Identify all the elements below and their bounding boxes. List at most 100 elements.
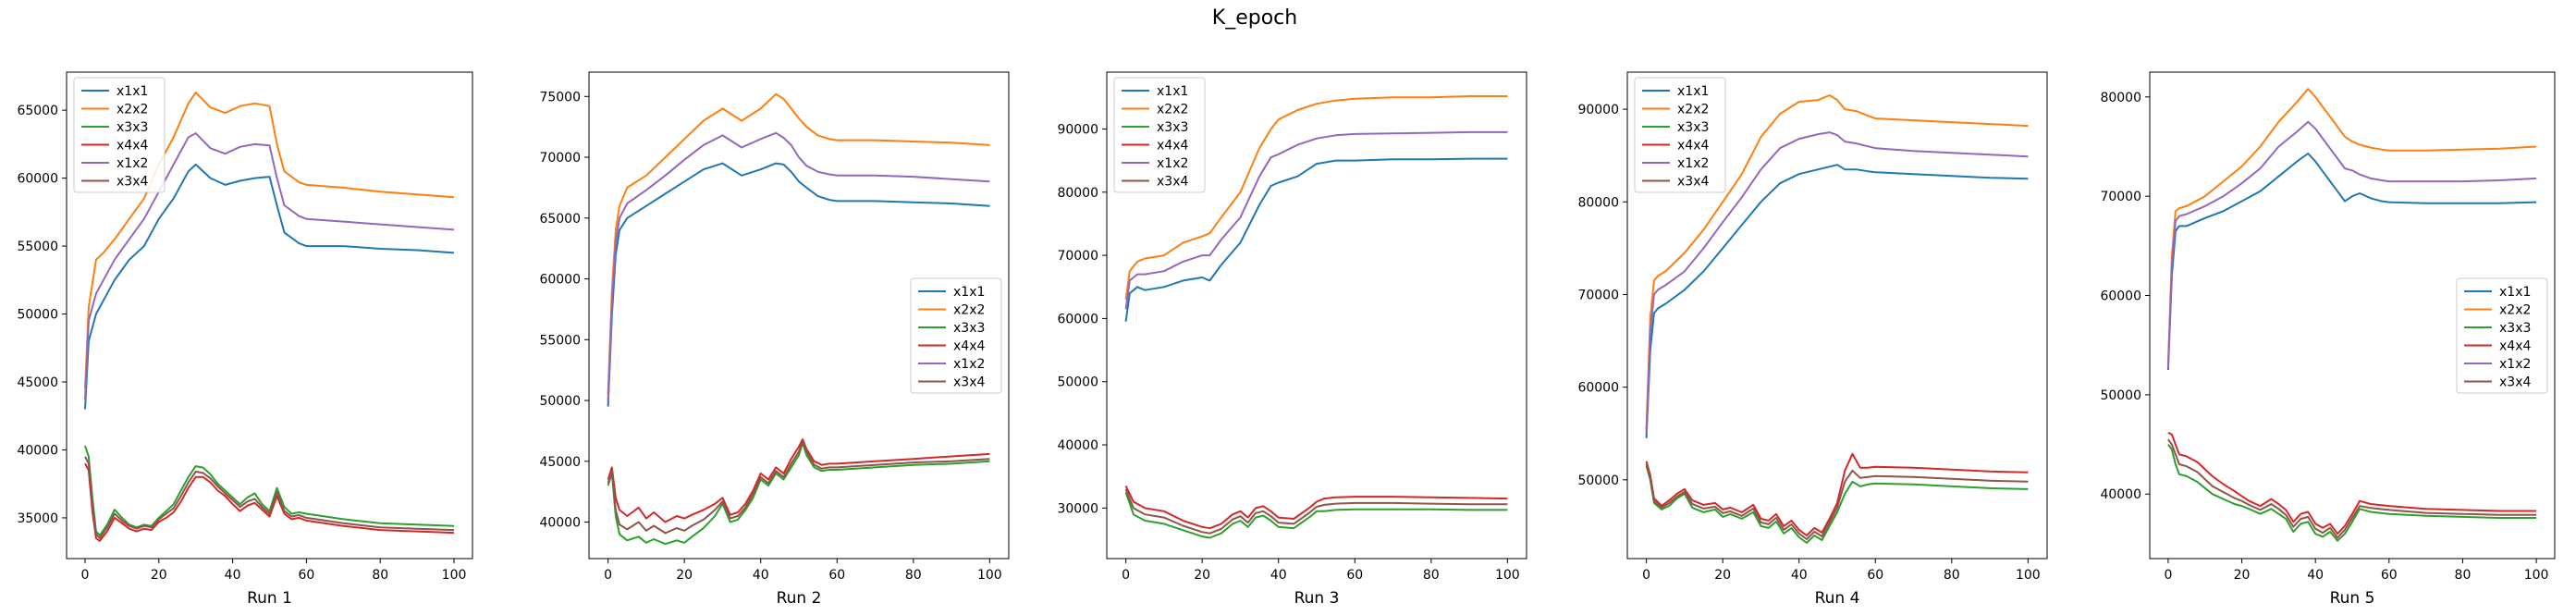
legend-label-x3x3: x3x3 — [1157, 120, 1188, 135]
y-tick-label: 65000 — [539, 212, 581, 227]
legend-label-x3x3: x3x3 — [1677, 120, 1709, 135]
series-line-x4x4 — [2167, 431, 2537, 535]
x-tick-label: 0 — [80, 568, 89, 583]
legend: x1x1 x2x2 x3x3 x4x4 x1x2 x3x4 — [73, 77, 166, 193]
y-tick-label: 60000 — [1577, 381, 1619, 396]
x-tick-label: 100 — [2524, 568, 2549, 583]
legend-label-x1x2: x1x2 — [953, 357, 985, 372]
x-tick-label: 0 — [1642, 568, 1650, 583]
axes-frame — [1106, 71, 1527, 560]
legend-label-x1x2: x1x2 — [117, 156, 148, 171]
series-line-x1x1 — [2166, 153, 2537, 371]
legend-label-x1x1: x1x1 — [1157, 84, 1188, 99]
y-tick-label: 50000 — [539, 394, 581, 409]
y-tick-label: 50000 — [17, 308, 58, 323]
x-tick-label: 20 — [2234, 568, 2251, 583]
series-line-x1x2 — [84, 132, 455, 400]
axes-frame — [2149, 71, 2556, 560]
x-tick-label: 0 — [1122, 568, 1130, 583]
x-tick-label: 80 — [1944, 568, 1960, 583]
series-line-x3x3 — [1645, 465, 2029, 544]
x-tick-label: 20 — [676, 568, 693, 583]
x-tick-label: 40 — [2307, 568, 2324, 583]
x-tick-label: 80 — [372, 568, 388, 583]
y-tick-label: 60000 — [2100, 289, 2141, 304]
series-line-x3x4 — [607, 440, 990, 535]
series-line-x1x1 — [607, 162, 990, 407]
x-tick-label: 60 — [1867, 568, 1883, 583]
series-line-x3x4 — [2167, 438, 2537, 539]
legend-label-x3x3: x3x3 — [953, 321, 985, 336]
legend-label-x2x2: x2x2 — [2499, 303, 2531, 318]
x-tick-label: 60 — [298, 568, 314, 583]
legend-label-x4x4: x4x4 — [953, 339, 985, 354]
axes-frame — [66, 71, 473, 560]
y-tick-label: 80000 — [2100, 91, 2141, 105]
y-tick-label: 80000 — [1577, 195, 1619, 210]
y-tick-label: 65000 — [17, 104, 58, 118]
y-tick-label: 90000 — [1057, 122, 1098, 137]
series-line-x2x2 — [1645, 94, 2029, 429]
series-line-x3x4 — [84, 456, 455, 539]
x-tick-label: 100 — [1495, 568, 1520, 583]
series-line-x3x3 — [607, 442, 990, 546]
legend-label-x1x1: x1x1 — [953, 285, 985, 300]
y-tick-label: 60000 — [1057, 312, 1098, 326]
x-tick-label: 60 — [828, 568, 845, 583]
y-tick-label: 40000 — [539, 516, 581, 531]
subplot-run-4: 0 20 40 60 80 100 50000 60000 70000 80000 90000 Run… — [1577, 71, 2048, 608]
y-tick-label: 70000 — [1057, 249, 1098, 264]
y-tick-label: 40000 — [17, 443, 58, 458]
x-tick-label: 40 — [225, 568, 241, 583]
x-tick-label: 40 — [753, 568, 769, 583]
y-tick-label: 60000 — [17, 172, 58, 187]
x-tick-label: 20 — [1194, 568, 1210, 583]
y-tick-label: 45000 — [17, 375, 58, 390]
series-line-x1x1 — [1124, 157, 1508, 322]
legend-label-x4x4: x4x4 — [2499, 339, 2531, 354]
legend: x1x1 x2x2 x3x3 x4x4 x1x2 x3x4 — [910, 277, 1002, 394]
y-tick-label: 45000 — [539, 455, 581, 470]
series-line-x3x4 — [1645, 463, 2029, 540]
legend-label-x3x4: x3x4 — [1157, 175, 1188, 190]
y-tick-label: 90000 — [1577, 103, 1619, 117]
legend-label-x1x1: x1x1 — [1677, 84, 1709, 99]
series-line-x4x4 — [84, 462, 455, 542]
series-line-x1x2 — [607, 131, 990, 401]
y-tick-label: 55000 — [539, 333, 581, 348]
legend-label-x3x4: x3x4 — [1677, 175, 1709, 190]
x-tick-label: 40 — [1270, 568, 1287, 583]
legend: x1x1 x2x2 x3x3 x4x4 x1x2 x3x4 — [1634, 77, 1726, 193]
y-tick-label: 35000 — [17, 511, 58, 526]
legend-label-x4x4: x4x4 — [1677, 139, 1709, 154]
legend-label-x1x2: x1x2 — [2499, 357, 2531, 372]
series-line-x2x2 — [2166, 88, 2537, 365]
y-tick-label: 30000 — [1057, 501, 1098, 516]
legend-label-x3x3: x3x3 — [117, 120, 148, 135]
x-axis-label: Run 4 — [1815, 589, 1860, 608]
x-tick-label: 20 — [151, 568, 167, 583]
x-tick-label: 100 — [2016, 568, 2041, 583]
y-tick-label: 40000 — [2100, 487, 2141, 502]
axes-frame — [588, 71, 1010, 560]
y-tick-label: 60000 — [539, 273, 581, 288]
series-line-x1x2 — [2166, 120, 2537, 368]
legend-label-x1x2: x1x2 — [1157, 156, 1188, 171]
legend-label-x2x2: x2x2 — [953, 303, 985, 318]
series-line-x3x4 — [1124, 488, 1508, 535]
series-line-x1x2 — [1645, 131, 2029, 434]
legend-label-x2x2: x2x2 — [117, 103, 148, 117]
subplot-run-3: 0 20 40 60 80 100 30000 40000 50000 60000 70000 800… — [1057, 71, 1527, 608]
series-line-x1x1 — [84, 163, 455, 410]
series-line-x4x4 — [607, 438, 990, 523]
y-tick-label: 75000 — [539, 90, 581, 105]
legend-label-x1x1: x1x1 — [2499, 285, 2531, 300]
x-tick-label: 40 — [1791, 568, 1808, 583]
x-tick-label: 60 — [1346, 568, 1363, 583]
legend-label-x2x2: x2x2 — [1157, 103, 1188, 117]
legend-label-x4x4: x4x4 — [117, 139, 148, 154]
legend-label-x4x4: x4x4 — [1157, 139, 1188, 154]
series-line-x2x2 — [84, 92, 455, 389]
legend-label-x1x2: x1x2 — [1677, 156, 1709, 171]
legend-label-x3x4: x3x4 — [117, 175, 148, 190]
